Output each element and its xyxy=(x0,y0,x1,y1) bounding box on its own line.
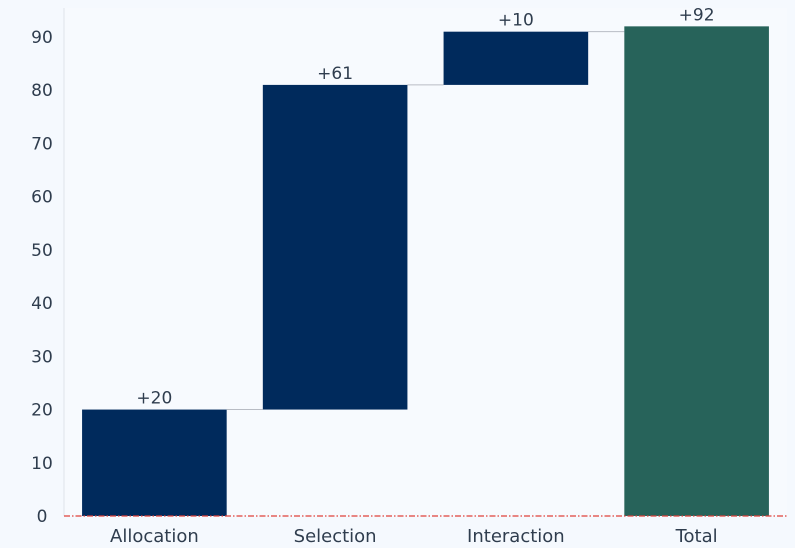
data-labels: +20 +61 +10 +92 xyxy=(136,5,714,408)
bar-allocation xyxy=(82,409,227,516)
bars xyxy=(82,26,769,516)
data-label: +10 xyxy=(498,11,534,31)
y-tick-label: 10 xyxy=(31,454,53,474)
y-axis-ticks: 0 10 20 30 40 50 60 70 80 90 xyxy=(31,28,53,527)
data-label: +92 xyxy=(679,5,715,25)
x-tick-label: Total xyxy=(675,526,718,547)
x-tick-label: Interaction xyxy=(467,526,565,547)
y-tick-label: 50 xyxy=(31,241,53,261)
bar-interaction xyxy=(443,31,589,85)
y-tick-label: 20 xyxy=(31,401,53,421)
data-label: +61 xyxy=(317,64,353,84)
data-label: +20 xyxy=(136,389,172,409)
y-tick-label: 0 xyxy=(37,507,48,527)
y-tick-label: 80 xyxy=(31,81,53,101)
x-axis-ticks: Allocation Selection Interaction Total xyxy=(110,526,718,547)
bar-total xyxy=(624,26,769,516)
y-tick-label: 30 xyxy=(31,347,53,367)
x-tick-label: Allocation xyxy=(110,526,199,547)
x-tick-label: Selection xyxy=(294,526,377,547)
connector-lines xyxy=(226,31,625,411)
bar-selection xyxy=(262,84,408,410)
y-tick-label: 90 xyxy=(31,28,53,48)
y-tick-label: 70 xyxy=(31,134,53,154)
y-tick-label: 60 xyxy=(31,188,53,208)
y-tick-label: 40 xyxy=(31,294,53,314)
